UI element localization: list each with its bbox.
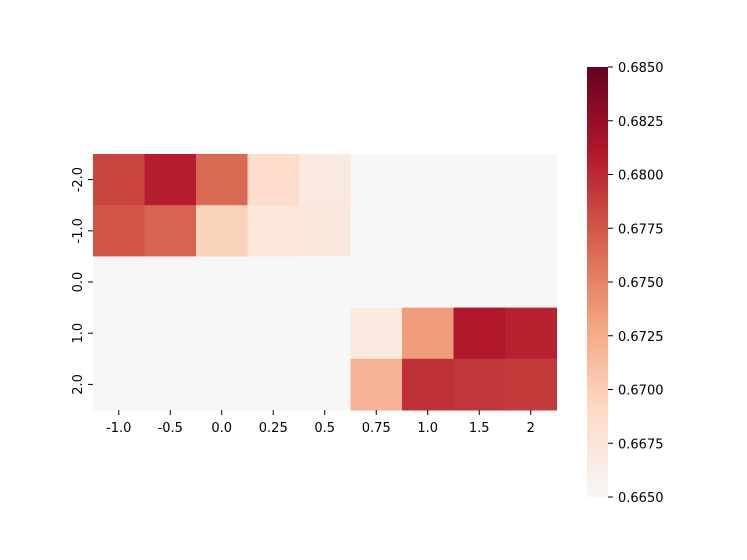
heatmap-cell [505, 205, 557, 257]
colorbar-tick-label: 0.6800 [618, 169, 664, 184]
heatmap-cell [505, 307, 557, 360]
colorbar-tick-label: 0.6750 [618, 276, 664, 291]
heatmap-cell [402, 205, 454, 257]
x-tick-label: 0.0 [211, 421, 232, 436]
heatmap-cell [453, 205, 506, 257]
x-tick-label: -0.5 [158, 421, 183, 436]
heatmap-cell [144, 307, 197, 360]
heatmap-cell [350, 307, 403, 360]
heatmap-cell [453, 358, 506, 411]
x-tick-label: 0.75 [362, 421, 391, 436]
heatmap-cell [299, 205, 351, 257]
heatmap-cell [350, 256, 403, 309]
y-axis-ticks: -2.0 -1.0 0.0 1.0 2.0 [71, 167, 93, 395]
y-tick-label: -1.0 [71, 218, 86, 243]
colorbar [587, 67, 608, 497]
x-tick-label: -1.0 [106, 421, 131, 436]
heatmap-cell [505, 256, 557, 309]
x-tick-label: 1.5 [469, 421, 490, 436]
heatmap-cell [453, 154, 506, 206]
heatmap-cell [247, 154, 300, 206]
y-tick-label: 1.0 [71, 323, 86, 344]
heatmap-cell [247, 358, 300, 411]
heatmap-cell [402, 307, 454, 360]
x-tick-label: 1.0 [417, 421, 438, 436]
heatmap-cell [93, 205, 145, 257]
y-tick-label: -2.0 [71, 167, 86, 192]
heatmap-cell [402, 154, 454, 206]
x-tick-label: 2 [527, 421, 535, 436]
heatmap-cell [196, 205, 248, 257]
heatmap-cell [299, 307, 351, 360]
heatmap-cell [144, 256, 197, 309]
heatmap-cell [299, 256, 351, 309]
heatmap-cell [93, 307, 145, 360]
heatmap-cell [144, 358, 197, 411]
heatmap-cells [93, 154, 557, 411]
heatmap-cell [402, 256, 454, 309]
colorbar-tick-label: 0.6850 [618, 61, 664, 76]
colorbar-tick-label: 0.6775 [618, 222, 664, 237]
heatmap-cell [453, 256, 506, 309]
x-tick-label: 0.25 [259, 421, 288, 436]
heatmap-cell [196, 154, 248, 206]
heatmap-cell [196, 358, 248, 411]
heatmap-cell [93, 256, 145, 309]
heatmap-cell [350, 205, 403, 257]
heatmap-cell [144, 205, 197, 257]
colorbar-tick-label: 0.6675 [618, 437, 664, 452]
heatmap-cell [196, 307, 248, 360]
x-tick-label: 0.5 [314, 421, 335, 436]
colorbar-ticks: 0.6650 0.6675 0.6700 0.6725 0.6750 0.6775 0.68… [608, 61, 664, 506]
heatmap-cell [247, 256, 300, 309]
heatmap-cell [350, 154, 403, 206]
colorbar-tick-label: 0.6825 [618, 115, 664, 130]
colorbar-tick-label: 0.6725 [618, 330, 664, 345]
heatmap-cell [505, 358, 557, 411]
colorbar-tick-label: 0.6650 [618, 491, 664, 506]
heatmap-cell [299, 154, 351, 206]
heatmap-cell [247, 205, 300, 257]
heatmap-cell [402, 358, 454, 411]
heatmap-cell [144, 154, 197, 206]
heatmap-cell [299, 358, 351, 411]
x-axis-ticks: -1.0 -0.5 0.0 0.25 0.5 0.75 1.0 1.5 2 [106, 410, 535, 436]
heatmap-cell [196, 256, 248, 309]
y-tick-label: 0.0 [71, 272, 86, 293]
heatmap-cell [93, 358, 145, 411]
heatmap-cell [93, 154, 145, 206]
heatmap-cell [247, 307, 300, 360]
y-tick-label: 2.0 [71, 374, 86, 395]
heatmap-cell [505, 154, 557, 206]
heatmap-cell [350, 358, 403, 411]
colorbar-tick-label: 0.6700 [618, 384, 664, 399]
heatmap-cell [453, 307, 506, 360]
